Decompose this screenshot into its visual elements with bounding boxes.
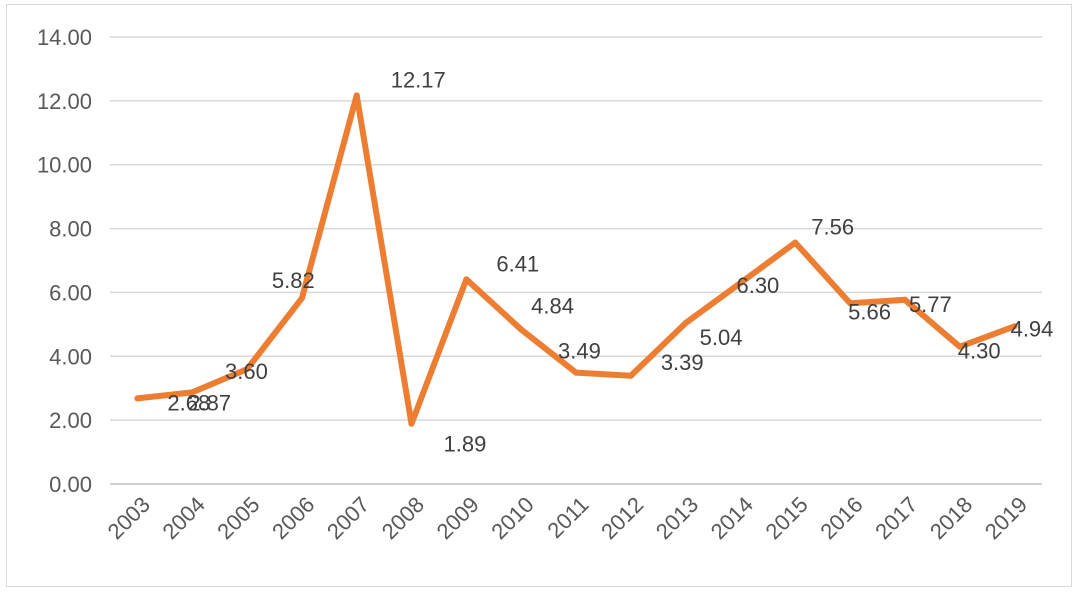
data-point: [792, 239, 799, 246]
x-tick-label: 2004: [157, 492, 209, 544]
x-tick-label: 2005: [212, 492, 264, 544]
x-tick-label: 2017: [870, 492, 922, 544]
data-point: [956, 343, 963, 350]
y-tick-label: 14.00: [37, 25, 92, 50]
data-label: 4.84: [531, 293, 574, 318]
data-label: 3.49: [558, 339, 601, 364]
x-tick-label: 2009: [432, 492, 484, 544]
y-tick-label: 4.00: [49, 344, 92, 369]
x-tick-label: 2016: [815, 492, 867, 544]
data-point: [408, 420, 415, 427]
y-tick-label: 6.00: [49, 280, 92, 305]
data-point: [901, 296, 908, 303]
data-label: 2.68: [167, 390, 210, 415]
data-point: [573, 369, 579, 376]
data-point: [518, 326, 525, 333]
x-tick-label: 2010: [486, 492, 538, 544]
x-tick-label: 2012: [596, 492, 648, 544]
y-tick-label: 8.00: [49, 217, 92, 242]
data-label: 4.30: [958, 339, 1001, 364]
data-label: 1.89: [444, 432, 487, 457]
data-point: [737, 279, 744, 286]
series-layer: [134, 92, 1018, 427]
data-label: 5.04: [700, 325, 743, 350]
x-axis-tick-labels: 2003 2004 2005 2006 2007 2008 2009 2010 2011 2012…: [103, 492, 1032, 544]
y-tick-label: 0.00: [49, 472, 92, 497]
y-axis-tick-labels: 0.00 2.00 4.00 6.00 8.00 10.00 12.00 14.00: [37, 25, 92, 497]
x-tick-label: 2018: [925, 492, 977, 544]
data-point: [244, 366, 251, 373]
x-tick-label: 2006: [267, 492, 319, 544]
data-label: 4.94: [1011, 316, 1054, 341]
gridlines: [110, 36, 1042, 421]
data-label: 6.41: [496, 251, 539, 276]
data-label: 2.87: [188, 390, 231, 415]
data-label: 5.77: [909, 292, 952, 317]
data-labels: 2.682.87 3.60 5.82 12.17 1.89 6.41 4.84 3.49 3.3…: [167, 67, 1053, 456]
x-tick-label: 2014: [706, 492, 758, 544]
data-label: 6.30: [736, 273, 779, 298]
x-tick-label: 2003: [103, 492, 155, 544]
data-label: 3.60: [225, 359, 268, 384]
data-label: 7.56: [811, 215, 854, 240]
data-point: [682, 320, 689, 327]
data-label: 12.17: [391, 67, 446, 92]
y-tick-label: 12.00: [37, 89, 92, 114]
data-point: [847, 300, 854, 307]
x-tick-label: 2013: [651, 492, 703, 544]
y-tick-label: 10.00: [37, 153, 92, 178]
data-label: 5.66: [848, 299, 891, 324]
data-point: [1011, 323, 1018, 330]
x-tick-label: 2015: [761, 492, 813, 544]
x-tick-label: 2007: [322, 492, 374, 544]
data-point: [134, 395, 141, 402]
data-point: [463, 276, 470, 283]
data-point: [189, 389, 196, 396]
data-label: 5.82: [272, 268, 315, 293]
data-point: [353, 92, 360, 99]
x-tick-label: 2008: [377, 492, 429, 544]
data-label: 3.39: [661, 350, 704, 375]
x-tick-label: 2019: [980, 492, 1032, 544]
x-tick-label: 2011: [542, 492, 593, 543]
data-point: [298, 295, 305, 302]
y-tick-label: 2.00: [49, 408, 92, 433]
data-point: [627, 372, 634, 379]
